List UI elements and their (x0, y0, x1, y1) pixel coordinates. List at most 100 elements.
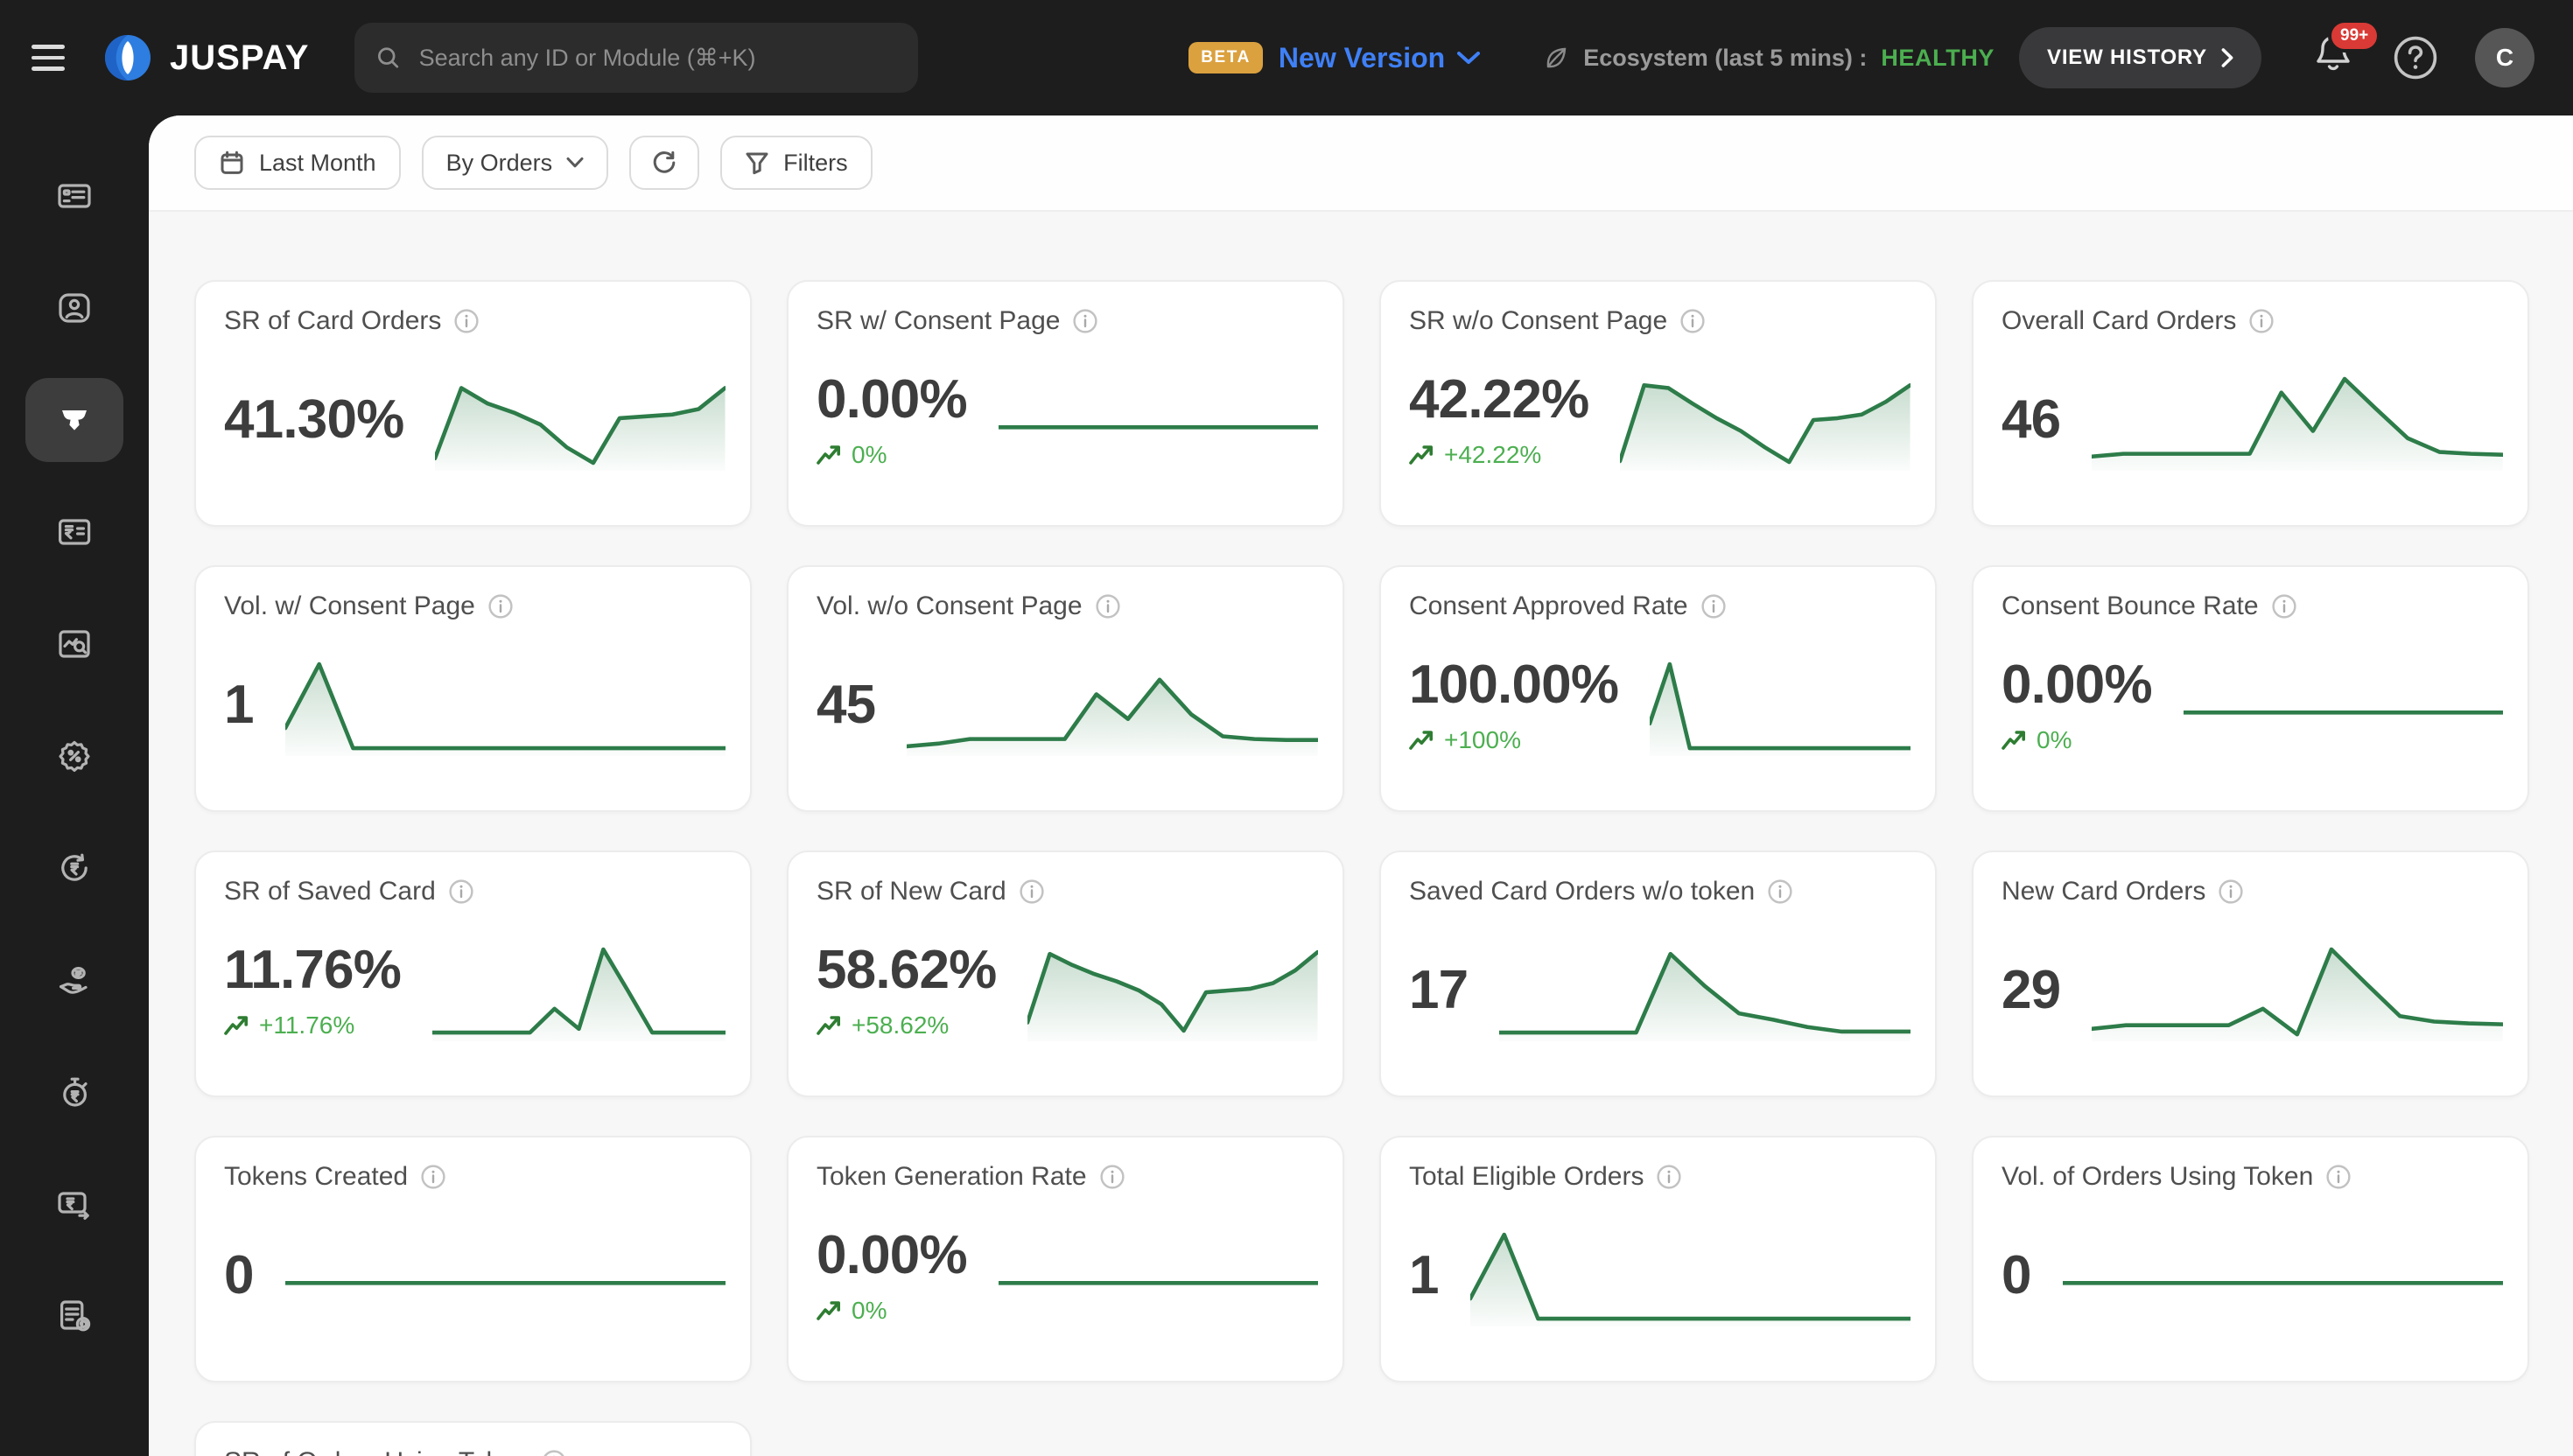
rupee-stopwatch-icon (63, 1077, 88, 1107)
metric-card[interactable]: SR of Orders Using Token 0.00% 0% (194, 1421, 752, 1456)
info-icon[interactable] (1019, 878, 1045, 905)
menu-icon[interactable] (32, 37, 74, 79)
card-title: Consent Approved Rate (1409, 592, 1688, 620)
metric-card[interactable]: Overall Card Orders 46 (1972, 280, 2529, 527)
trend-up-icon (1409, 730, 1434, 750)
sidebar-item-transactions[interactable] (25, 490, 123, 574)
search-input[interactable] (415, 42, 898, 74)
card-delta-text: +100% (1444, 725, 1521, 753)
sparkline-chart (1650, 654, 1910, 756)
card-title: Tokens Created (224, 1162, 409, 1191)
question-icon (2394, 36, 2437, 80)
info-icon[interactable] (420, 1164, 446, 1190)
metric-card[interactable]: Saved Card Orders w/o token 17 (1379, 850, 1937, 1097)
sidebar-item-analytics[interactable] (25, 602, 123, 686)
notifications-button[interactable]: 99+ (2310, 19, 2381, 84)
info-icon[interactable] (1656, 1164, 1682, 1190)
metric-card[interactable]: SR w/ Consent Page 0.00% 0% (787, 280, 1344, 527)
info-icon[interactable] (2271, 593, 2297, 620)
info-icon[interactable] (487, 593, 514, 620)
info-icon[interactable] (1700, 593, 1727, 620)
trend-up-icon (224, 1015, 249, 1035)
date-range-button[interactable]: Last Month (194, 136, 401, 190)
info-icon[interactable] (1072, 308, 1098, 334)
analytics-search-icon (59, 630, 90, 658)
info-icon[interactable] (1099, 1164, 1125, 1190)
metric-card[interactable]: SR of Saved Card 11.76% +11.76% (194, 850, 752, 1097)
metric-card[interactable]: Vol. of Orders Using Token 0 (1972, 1136, 2529, 1382)
card-delta-text: +58.62% (852, 1011, 950, 1039)
metric-card[interactable]: Total Eligible Orders 1 (1379, 1136, 1937, 1382)
trend-up-icon (2002, 730, 2026, 750)
card-delta: 0% (817, 1297, 967, 1325)
metric-card[interactable]: SR of Card Orders 41.30% (194, 280, 752, 527)
card-value: 42.22% (1409, 369, 1589, 430)
info-icon[interactable] (1767, 878, 1793, 905)
card-value: 41.30% (224, 389, 404, 451)
info-icon[interactable] (1095, 593, 1121, 620)
sidebar-item-dashboard[interactable] (25, 154, 123, 238)
metric-card[interactable]: SR of New Card 58.62% +58.62% (787, 850, 1344, 1097)
card-title: Vol. w/ Consent Page (224, 592, 475, 620)
search-icon (378, 47, 399, 68)
ecosystem-health-value: HEALTHY (1881, 44, 1995, 71)
refresh-icon (653, 150, 676, 173)
offer-percent-badge-icon (59, 740, 90, 772)
sparkline-chart (432, 940, 726, 1041)
brand[interactable]: JUSPAY (102, 32, 309, 84)
card-delta: 0% (2002, 726, 2152, 754)
ecosystem-label: Ecosystem (last 5 mins) : (1583, 44, 1868, 71)
group-by-dropdown[interactable]: By Orders (421, 136, 609, 190)
leaf-icon (1546, 47, 1567, 68)
user-avatar[interactable]: C (2475, 28, 2534, 88)
metric-card[interactable]: Consent Bounce Rate 0.00% 0% (1972, 565, 2529, 812)
sparkline-chart (285, 1225, 726, 1326)
info-icon[interactable] (453, 308, 480, 334)
help-button[interactable] (2391, 33, 2440, 82)
metric-card[interactable]: Token Generation Rate 0.00% 0% (787, 1136, 1344, 1382)
metric-card[interactable]: Vol. w/ Consent Page 1 (194, 565, 752, 812)
info-icon[interactable] (2325, 1164, 2352, 1190)
sparkline-chart (2184, 654, 2503, 756)
sparkline-chart (999, 369, 1318, 471)
card-value: 0.00% (2002, 654, 2153, 716)
dashboard-icon (58, 184, 91, 208)
customer-card-icon (59, 293, 90, 323)
metric-card[interactable]: New Card Orders 29 (1972, 850, 2529, 1097)
global-search[interactable] (354, 23, 919, 93)
sidebar-item-payments[interactable] (25, 378, 123, 462)
sparkline-chart (1469, 1225, 1910, 1326)
info-icon[interactable] (2218, 878, 2244, 905)
trend-up-icon (817, 444, 841, 465)
info-icon[interactable] (1679, 308, 1706, 334)
info-icon[interactable] (448, 878, 474, 905)
cards-grid: SR of Card Orders 41.30% SR w/ Consent P… (194, 280, 2529, 1456)
metric-card[interactable]: SR w/o Consent Page 42.22% +42.22% (1379, 280, 1937, 527)
card-value: 0.00% (817, 1225, 968, 1286)
version-switcher[interactable]: New Version (1279, 42, 1481, 74)
sparkline-chart (284, 654, 726, 756)
sparkline-chart (1499, 940, 1910, 1041)
sidebar-item-customers[interactable] (25, 266, 123, 350)
filters-button[interactable]: Filters (720, 136, 873, 190)
sidebar-item-settlements[interactable] (25, 1162, 123, 1246)
sidebar-item-offers[interactable] (25, 714, 123, 798)
sidebar-item-refunds[interactable] (25, 826, 123, 910)
metric-card[interactable]: Vol. w/o Consent Page 45 (787, 565, 1344, 812)
info-icon[interactable] (2248, 308, 2275, 334)
view-history-button[interactable]: VIEW HISTORY (2019, 27, 2261, 88)
sidebar-item-reports[interactable] (25, 1274, 123, 1358)
card-title: Vol. of Orders Using Token (2002, 1162, 2314, 1191)
left-sidebar (0, 116, 149, 1456)
juspay-logo-icon (105, 35, 151, 80)
rupee-invoice-icon (58, 519, 91, 545)
card-delta: 0% (817, 441, 967, 469)
sidebar-item-payouts[interactable] (25, 938, 123, 1022)
notification-count-badge: 99+ (2328, 19, 2381, 52)
metric-card[interactable]: Tokens Created 0 (194, 1136, 752, 1382)
sidebar-item-speed[interactable] (25, 1050, 123, 1134)
refresh-button[interactable] (629, 136, 700, 190)
metric-card[interactable]: Consent Approved Rate 100.00% +100% (1379, 565, 1937, 812)
info-icon[interactable] (541, 1449, 567, 1456)
